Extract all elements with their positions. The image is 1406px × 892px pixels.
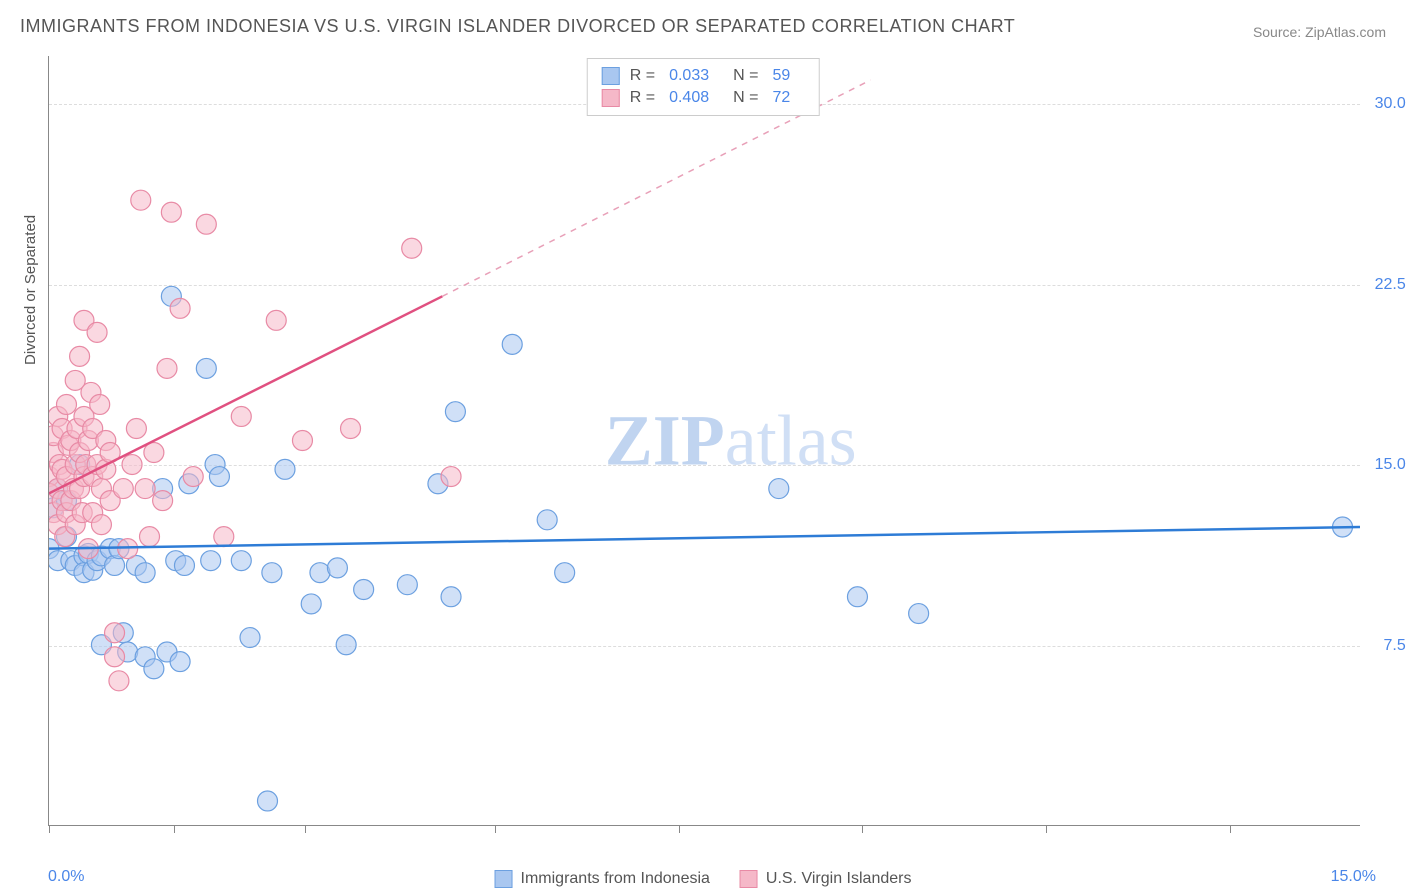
data-point [161,202,181,222]
y-tick-label: 15.0% [1375,456,1406,474]
data-point [153,491,173,511]
legend-r-label: R = [630,89,655,107]
data-point [105,623,125,643]
data-point [214,527,234,547]
data-point [240,628,260,648]
legend-series-label: U.S. Virgin Islanders [766,870,912,888]
data-point [157,358,177,378]
data-point [555,563,575,583]
data-point [105,647,125,667]
x-axis-min-label: 0.0% [48,868,84,886]
data-point [445,402,465,422]
data-point [70,346,90,366]
data-point [275,459,295,479]
legend-swatch [740,870,758,888]
legend-bottom: Immigrants from Indonesia U.S. Virgin Isl… [495,870,912,888]
y-tick-label: 7.5% [1384,637,1406,655]
plot-area: ZIPatlas 7.5%15.0%22.5%30.0% [48,56,1360,826]
data-point [537,510,557,530]
data-point [258,791,278,811]
legend-bottom-item: Immigrants from Indonesia [495,870,710,888]
legend-n-label: N = [733,67,758,85]
data-point [56,394,76,414]
source-label: Source: ZipAtlas.com [1253,24,1386,40]
data-point [209,467,229,487]
data-point [140,527,160,547]
legend-top-row: R = 0.033 N = 59 [602,65,805,87]
data-point [170,652,190,672]
data-point [196,358,216,378]
x-tick [1046,825,1047,833]
data-point [397,575,417,595]
legend-top-row: R = 0.408 N = 72 [602,87,805,109]
legend-swatch [602,67,620,85]
legend-r-value: 0.408 [669,89,709,107]
legend-r-label: R = [630,67,655,85]
data-point [91,515,111,535]
data-point [769,479,789,499]
data-point [292,431,312,451]
data-point [174,555,194,575]
data-point [402,238,422,258]
legend-r-value: 0.033 [669,67,709,85]
data-point [196,214,216,234]
x-tick [49,825,50,833]
data-point [231,551,251,571]
x-tick [305,825,306,833]
x-tick [862,825,863,833]
data-point [336,635,356,655]
data-point [502,334,522,354]
data-point [310,563,330,583]
chart-container: IMMIGRANTS FROM INDONESIA VS U.S. VIRGIN… [0,0,1406,892]
data-point [144,659,164,679]
data-point [126,418,146,438]
data-point [847,587,867,607]
chart-svg [49,56,1360,825]
data-point [266,310,286,330]
data-point [441,467,461,487]
data-point [113,479,133,499]
legend-swatch [495,870,513,888]
data-point [301,594,321,614]
x-tick [174,825,175,833]
data-point [90,394,110,414]
chart-title: IMMIGRANTS FROM INDONESIA VS U.S. VIRGIN… [20,16,1015,37]
data-point [341,418,361,438]
data-point [441,587,461,607]
data-point [231,406,251,426]
legend-swatch [602,89,620,107]
legend-n-value: 59 [772,67,790,85]
trend-line-blue [49,527,1360,549]
y-axis-label: Divorced or Separated [22,215,39,365]
legend-n-label: N = [733,89,758,107]
data-point [135,563,155,583]
data-point [135,479,155,499]
data-point [354,580,374,600]
legend-series-label: Immigrants from Indonesia [521,870,710,888]
x-tick [1230,825,1231,833]
trend-line-pink-solid [49,296,442,493]
y-tick-label: 22.5% [1375,276,1406,294]
data-point [109,671,129,691]
data-point [262,563,282,583]
legend-n-value: 72 [772,89,790,107]
data-point [87,322,107,342]
data-point [909,604,929,624]
y-tick-label: 30.0% [1375,95,1406,113]
data-point [131,190,151,210]
data-point [122,455,142,475]
x-tick [679,825,680,833]
data-point [201,551,221,571]
legend-top: R = 0.033 N = 59 R = 0.408 N = 72 [587,58,820,116]
data-point [170,298,190,318]
data-point [183,467,203,487]
data-point [327,558,347,578]
x-tick [495,825,496,833]
x-axis-max-label: 15.0% [1331,868,1376,886]
legend-bottom-item: U.S. Virgin Islanders [740,870,912,888]
